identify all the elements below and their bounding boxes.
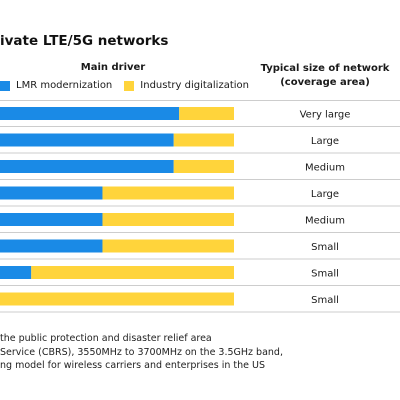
coverage-label-8: Small: [311, 295, 339, 306]
coverage-label-2: Large: [311, 136, 339, 147]
legend-swatch-industry: [124, 80, 135, 91]
chart-title: ivate LTE/5G networks: [0, 33, 169, 49]
legend-item-lmr: LMR modernization: [0, 80, 112, 91]
coverage-label-3: Medium: [305, 163, 345, 174]
bar-industry-7: [31, 266, 234, 279]
network-size-header-line1: Typical size of network: [260, 63, 390, 74]
footnote-line-1: the public protection and disaster relie…: [0, 333, 212, 344]
bar-industry-5: [102, 213, 234, 226]
bar-lmr-3: [0, 160, 174, 173]
coverage-label-7: Small: [311, 269, 339, 280]
bar-industry-8: [0, 292, 235, 306]
legend-item-industry: Industry digitalization: [124, 80, 249, 91]
legend-swatch-lmr: [0, 80, 10, 91]
bar-lmr-7: [0, 266, 32, 279]
bar-industry-4: [102, 186, 234, 200]
footnotes: the public protection and disaster relie…: [0, 332, 283, 373]
bar-industry-1: [179, 107, 234, 120]
bar-industry-6: [102, 239, 234, 253]
footnote-line-3: ng model for wireless carriers and enter…: [0, 360, 266, 371]
footnote-line-2: Service (CBRS), 3550MHz to 3700MHz on th…: [0, 346, 283, 358]
bar-industry-2: [173, 133, 234, 147]
network-size-header: Typical size of network (coverage area): [255, 62, 395, 90]
coverage-label-1: Very large: [300, 110, 351, 121]
bar-lmr-1: [0, 107, 180, 120]
network-size-header-line2: (coverage area): [280, 77, 370, 88]
bar-lmr-2: [0, 133, 174, 147]
bar-lmr-6: [0, 239, 103, 253]
coverage-label-6: Small: [311, 242, 339, 253]
coverage-label-5: Medium: [305, 216, 345, 227]
legend-label-lmr: LMR modernization: [16, 80, 113, 91]
bar-lmr-5: [0, 213, 103, 226]
main-driver-header: Main driver: [80, 62, 146, 73]
bar-industry-3: [173, 160, 234, 173]
coverage-label-4: Large: [311, 189, 339, 200]
bar-lmr-4: [0, 186, 103, 200]
legend: LMR modernization Industry digitalizatio…: [0, 80, 261, 91]
legend-label-industry: Industry digitalization: [140, 80, 249, 91]
